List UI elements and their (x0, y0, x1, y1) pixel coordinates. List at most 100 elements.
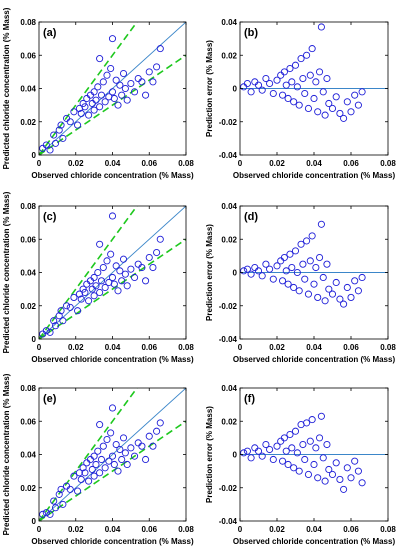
data-point (321, 111, 329, 119)
data-point (96, 288, 104, 297)
data-point (138, 78, 146, 86)
y-axis-label: Predicted chloride concentration (% Mass… (2, 373, 11, 535)
x-tick-label: 0 (37, 159, 42, 168)
y-tick-label: 0.02 (20, 302, 36, 311)
data-point (55, 490, 63, 498)
y-tick-label: 0.02 (221, 417, 237, 426)
data-point (103, 257, 111, 265)
data-point (66, 485, 74, 493)
data-point (103, 71, 111, 79)
data-point (332, 459, 340, 467)
data-point (291, 247, 300, 255)
x-tick-label: 0 (238, 159, 243, 168)
data-point (273, 262, 281, 270)
data-point (110, 460, 118, 469)
data-point (63, 302, 71, 310)
x-tick-label: 0 (37, 343, 42, 352)
data-point (340, 485, 348, 493)
data-point (273, 76, 281, 84)
data-point (156, 235, 164, 243)
data-point (97, 455, 106, 464)
data-point (323, 440, 331, 449)
data-point (325, 465, 333, 474)
data-point (70, 472, 78, 480)
data-point (280, 253, 288, 262)
data-point (51, 139, 60, 147)
data-point (354, 467, 362, 475)
data-point (303, 419, 311, 427)
data-point (112, 440, 120, 449)
data-point (123, 96, 131, 104)
x-tick-label: 0.02 (68, 159, 84, 168)
data-point (306, 71, 314, 79)
data-point (127, 444, 135, 452)
lower-bound-line (39, 54, 186, 155)
x-tick-label: 0 (37, 525, 42, 534)
data-point (121, 84, 129, 93)
data-point (266, 265, 274, 273)
data-point (336, 475, 344, 483)
data-point (90, 472, 98, 480)
data-point (343, 283, 351, 292)
data-point (88, 99, 96, 108)
data-point (258, 272, 266, 280)
x-tick-label: 0.08 (178, 159, 194, 168)
data-point (277, 437, 285, 445)
data-point (119, 434, 128, 442)
x-tick-label: 0.04 (105, 343, 121, 352)
data-point (340, 300, 348, 308)
data-point (153, 63, 161, 71)
data-point (96, 103, 104, 111)
data-point (96, 240, 104, 248)
data-point (116, 445, 124, 454)
x-tick-label: 0.06 (141, 343, 157, 352)
data-point (142, 91, 150, 99)
y-tick-label: 0 (233, 269, 238, 278)
panel-label: (b) (244, 27, 258, 39)
data-point (127, 265, 135, 273)
data-point (42, 327, 50, 335)
data-point (308, 416, 316, 424)
data-point (46, 146, 54, 154)
data-point (340, 114, 348, 122)
data-point (81, 469, 89, 477)
y-axis-label: Predicted chloride concentration (% Mass… (2, 191, 11, 353)
data-point (303, 51, 311, 59)
y-tick-label: 0.06 (20, 417, 36, 426)
data-point (240, 267, 248, 275)
x-axis-label: Observed chloride concentration (% Mass) (233, 355, 396, 364)
y-tick-label: -0.04 (219, 517, 238, 526)
data-point (308, 232, 316, 240)
data-point (254, 81, 263, 89)
data-point (290, 464, 298, 472)
data-point (94, 447, 102, 455)
data-point (312, 444, 320, 452)
data-point (101, 464, 109, 472)
data-point (116, 267, 124, 275)
data-point (284, 94, 292, 103)
data-point (92, 282, 100, 290)
data-point (108, 273, 117, 282)
data-point (90, 106, 98, 114)
data-point (347, 293, 355, 301)
data-point (347, 474, 355, 482)
data-point (358, 273, 366, 282)
panel-d: 0 0.02 0.04 0.06 0.08 -0.04 -0.02 0 0.02 0.04 (d) O… (205, 202, 396, 364)
data-point (310, 94, 318, 103)
data-point (55, 126, 63, 134)
data-point (107, 429, 115, 437)
data-point (149, 442, 157, 450)
data-point (116, 81, 124, 89)
data-point (90, 273, 98, 282)
data-point (90, 88, 98, 96)
data-point (96, 469, 104, 477)
data-point (310, 460, 318, 469)
data-point (312, 263, 320, 272)
data-point (251, 78, 259, 86)
data-point (99, 263, 107, 272)
upper-bound-line (39, 22, 138, 155)
data-point (269, 455, 277, 464)
data-point (319, 454, 327, 462)
panel-label: (e) (43, 393, 57, 405)
data-point (351, 91, 359, 99)
